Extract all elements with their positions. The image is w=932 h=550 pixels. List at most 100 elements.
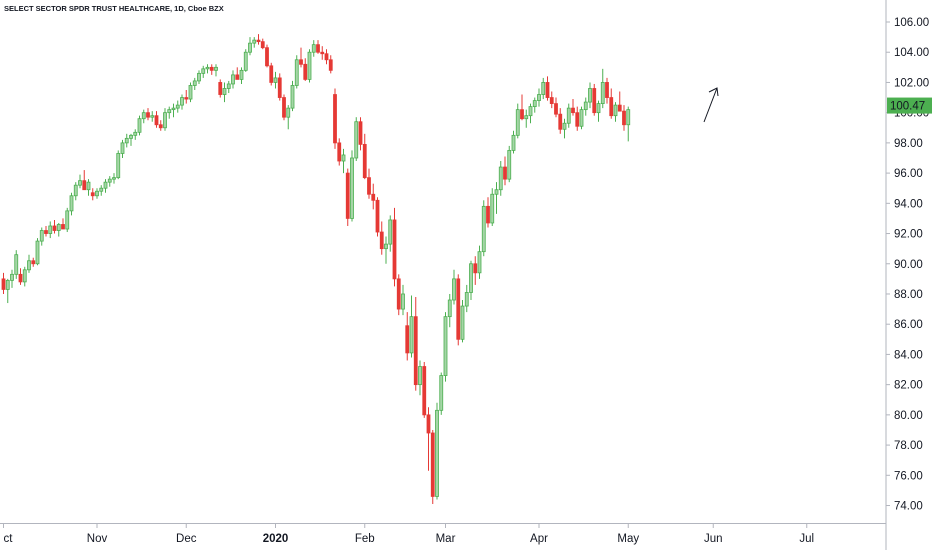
candle-body-up	[39, 230, 44, 242]
time-tick-label: Dec	[176, 533, 197, 545]
candle-body-up	[452, 278, 456, 301]
candle-body-up	[583, 101, 588, 111]
candle-body-up	[180, 97, 184, 106]
candle-body-down	[549, 97, 554, 104]
candle-body-up	[600, 82, 605, 104]
candle	[78, 174, 82, 189]
candle	[124, 133, 129, 148]
candle-body-down	[209, 66, 214, 71]
candle-body-up	[56, 224, 61, 231]
candle	[388, 215, 393, 252]
candle-body-up	[469, 263, 473, 293]
candle-body-down	[90, 192, 95, 197]
candle	[56, 222, 61, 237]
candle-body-down	[260, 41, 265, 49]
candle	[490, 188, 495, 226]
candle-body-up	[511, 134, 516, 151]
candle	[107, 176, 112, 187]
candle-body-up	[252, 39, 257, 44]
candle	[469, 260, 473, 301]
candle	[507, 145, 512, 183]
candle-body-down	[456, 278, 461, 340]
candle	[430, 429, 435, 505]
time-tick-label: Jun	[704, 533, 723, 545]
time-tick-label: 2020	[263, 533, 289, 545]
candle-body-down	[328, 59, 333, 71]
candle-body-down	[269, 65, 274, 83]
candle-body-down	[320, 51, 325, 55]
candle-body-up	[35, 240, 40, 265]
candle-body-up	[524, 115, 529, 120]
candle	[52, 219, 57, 234]
candle-body-up	[133, 131, 138, 136]
candle-body-up	[112, 177, 116, 180]
candle	[175, 100, 180, 113]
candle	[299, 47, 303, 68]
candle	[10, 269, 14, 288]
candle-body-up	[243, 51, 248, 71]
candle-body-down	[277, 77, 282, 98]
candle	[460, 300, 465, 343]
trend-arrow-line	[703, 87, 718, 123]
time-axis[interactable]: ct Nov Dec 2020 Feb Mar Apr May Jun Jul	[3, 524, 815, 545]
candle	[163, 108, 167, 131]
candle-body-down	[503, 166, 507, 180]
drawn-arrow[interactable]	[703, 87, 719, 123]
candle	[537, 88, 541, 107]
candle	[48, 221, 53, 239]
candle	[583, 97, 588, 116]
candle	[269, 62, 274, 86]
candle	[180, 94, 184, 110]
candle	[235, 67, 240, 80]
candle-body-up	[515, 109, 520, 136]
candle-body-up	[226, 83, 231, 89]
candle-body-up	[439, 375, 444, 411]
candle	[413, 297, 418, 391]
candle	[14, 250, 19, 279]
candle-body-up	[222, 88, 227, 95]
candle-body-down	[337, 142, 342, 162]
candle-body-down	[605, 82, 609, 98]
candle-body-up	[588, 88, 592, 103]
candle	[562, 118, 567, 139]
candle	[35, 238, 40, 266]
candle-body-up	[14, 254, 19, 275]
candle	[532, 97, 537, 113]
time-tick-label: ct	[4, 533, 14, 545]
candle	[69, 192, 74, 216]
candle	[498, 161, 503, 196]
candle-body-up	[99, 187, 104, 192]
candle-body-down	[345, 172, 350, 219]
candle	[341, 148, 346, 174]
candle	[5, 278, 10, 304]
candle	[592, 83, 597, 116]
candle	[520, 94, 524, 121]
candle	[184, 89, 189, 104]
candle-body-up	[447, 299, 452, 318]
candle-body-down	[146, 112, 150, 118]
candle-body-up	[103, 181, 108, 189]
candle-body-down	[558, 113, 563, 130]
candle	[494, 182, 499, 214]
candle	[486, 197, 490, 228]
candle	[549, 91, 554, 109]
candle	[201, 65, 206, 78]
candle	[158, 120, 163, 131]
candle-body-down	[575, 112, 580, 127]
candle-body-up	[464, 292, 469, 307]
candle	[90, 188, 95, 201]
candle	[409, 295, 414, 358]
candle	[579, 106, 584, 130]
candle-body-down	[371, 193, 376, 201]
candle-body-up	[201, 68, 206, 74]
candle	[571, 99, 575, 116]
candle-body-down	[609, 97, 614, 117]
candle	[605, 77, 609, 104]
candle-body-down	[44, 230, 48, 234]
candle	[575, 106, 580, 131]
candle-body-down	[622, 110, 626, 126]
candle	[401, 284, 405, 316]
price-axis[interactable]: 106.00104.00102.00100.0098.0096.0094.009…	[886, 17, 929, 513]
candle	[367, 168, 371, 199]
candle	[99, 185, 104, 196]
